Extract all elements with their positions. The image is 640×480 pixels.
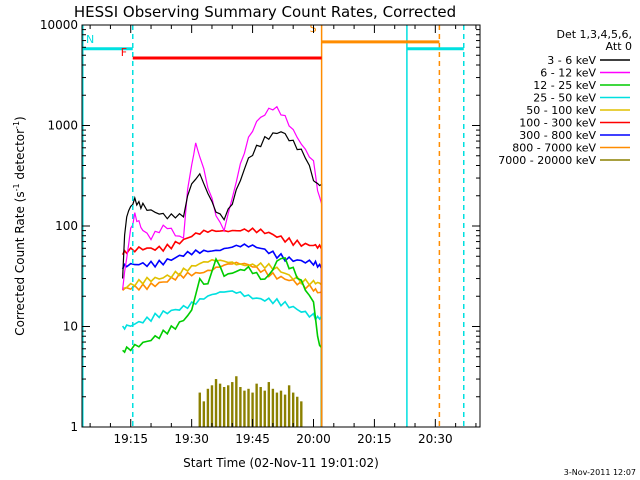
legend-label: 800 - 7000 keV — [512, 142, 596, 155]
spike-7000-20000 — [218, 383, 222, 427]
series-line-3 — [121, 290, 323, 427]
series-line-5 — [121, 227, 323, 427]
y-tick-label: 1 — [70, 420, 78, 434]
legend-label: 6 - 12 keV — [540, 67, 596, 80]
spike-7000-20000 — [214, 379, 218, 427]
x-tick-label: 19:45 — [235, 432, 270, 446]
spike-7000-20000 — [247, 388, 250, 427]
x-tick-label: 20:30 — [418, 432, 453, 446]
y-tick-label: 100 — [55, 219, 78, 233]
spike-7000-20000 — [243, 390, 246, 427]
x-tick-label: 20:15 — [357, 432, 392, 446]
x-axis-label: Start Time (02-Nov-11 19:01:02) — [183, 456, 379, 470]
legend-label: 7000 - 20000 keV — [498, 154, 596, 167]
legend-label: 300 - 800 keV — [519, 129, 596, 142]
legend-label: 12 - 25 keV — [533, 79, 596, 92]
spike-7000-20000 — [263, 390, 266, 427]
spike-7000-20000 — [210, 385, 214, 427]
legend-header-line-1: Det 1,3,4,5,6, — [556, 28, 632, 41]
series-line-7 — [122, 261, 323, 427]
series-line-0 — [122, 131, 323, 427]
spike-7000-20000 — [279, 390, 283, 427]
y-tick-label: 10 — [63, 320, 78, 334]
series-line-2 — [122, 256, 323, 427]
flag-label: N — [86, 33, 94, 46]
flag-label: F — [121, 46, 127, 59]
spike-7000-20000 — [202, 401, 206, 427]
legend-header-line-2: Att 0 — [606, 40, 632, 53]
spike-7000-20000 — [235, 376, 238, 427]
spike-7000-20000 — [227, 385, 230, 427]
spike-7000-20000 — [287, 385, 291, 427]
spike-7000-20000 — [222, 387, 226, 427]
spike-7000-20000 — [267, 382, 271, 427]
x-tick-label: 19:30 — [174, 432, 209, 446]
spike-7000-20000 — [231, 382, 234, 427]
spike-7000-20000 — [283, 394, 287, 427]
legend-label: 50 - 100 keV — [526, 104, 596, 117]
spike-7000-20000 — [275, 392, 279, 427]
legend-label: 3 - 6 keV — [547, 54, 596, 67]
x-tick-label: 20:00 — [296, 432, 331, 446]
spike-7000-20000 — [300, 401, 303, 427]
spike-7000-20000 — [198, 392, 201, 427]
spike-7000-20000 — [259, 387, 262, 427]
series-line-6 — [121, 243, 323, 427]
spike-7000-20000 — [255, 383, 258, 427]
spike-7000-20000 — [271, 388, 275, 427]
spike-7000-20000 — [206, 388, 210, 427]
spike-7000-20000 — [251, 392, 254, 427]
y-tick-label: 1000 — [47, 119, 78, 133]
spike-7000-20000 — [239, 387, 242, 427]
y-tick-label: 10000 — [40, 18, 78, 32]
spike-7000-20000 — [291, 392, 295, 427]
legend-label: 100 - 300 keV — [519, 117, 596, 130]
chart-title: HESSI Observing Summary Count Rates, Cor… — [74, 3, 456, 21]
y-axis-label: Corrected Count Rate (s-1 detector-1) — [12, 116, 27, 335]
x-tick-label: 19:15 — [113, 432, 148, 446]
legend-label: 25 - 50 keV — [533, 92, 596, 105]
timestamp: 3-Nov-2011 12:07 — [564, 468, 636, 477]
spike-7000-20000 — [296, 396, 299, 427]
